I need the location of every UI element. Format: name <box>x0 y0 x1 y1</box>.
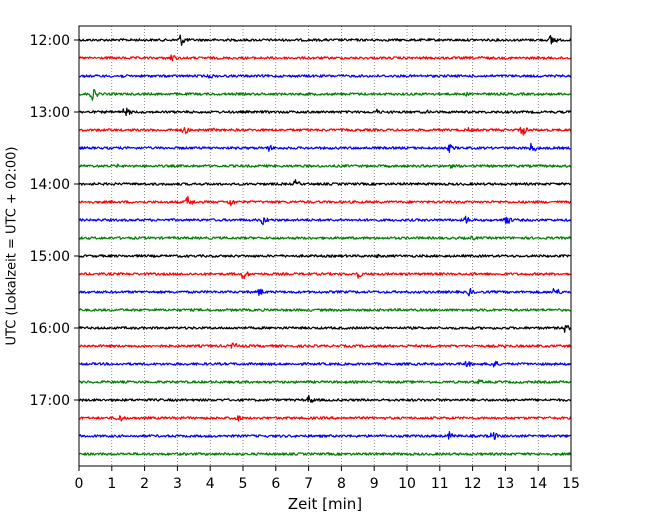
x-tick-label: 13 <box>496 476 514 492</box>
y-tick-label: 12:00 <box>30 33 70 49</box>
x-tick-label: 7 <box>304 476 313 492</box>
trace-1215 <box>78 54 572 62</box>
trace-1515 <box>78 271 572 280</box>
trace-1500 <box>78 253 572 259</box>
trace-1700 <box>78 394 572 403</box>
x-tick-label: 3 <box>173 476 182 492</box>
trace-1615 <box>78 342 572 349</box>
y-tick-label: 16:00 <box>30 321 70 337</box>
trace-1345 <box>78 163 571 169</box>
trace-1730 <box>78 431 572 440</box>
x-tick-label: 11 <box>431 476 449 492</box>
trace-1545 <box>79 308 572 312</box>
trace-1445 <box>78 235 572 241</box>
x-tick-label: 2 <box>140 476 149 492</box>
y-tick-label: 17:00 <box>30 393 70 409</box>
x-tick-label: 5 <box>239 476 248 492</box>
trace-1330 <box>78 142 572 153</box>
y-tick-label: 15:00 <box>30 249 70 265</box>
x-tick-label: 6 <box>271 476 280 492</box>
trace-1315 <box>78 126 572 136</box>
vertical-grid <box>111 26 539 466</box>
trace-1415 <box>78 195 572 207</box>
trace-1400 <box>78 179 572 186</box>
trace-1300 <box>78 107 572 117</box>
x-axis-ticks: 0 1 2 3 4 5 6 7 8 9 10 11 12 13 14 15 <box>75 466 580 492</box>
trace-1600 <box>78 325 572 333</box>
trace-1745 <box>78 452 572 456</box>
trace-1645 <box>78 378 572 385</box>
trace-1530 <box>78 287 572 297</box>
y-tick-label: 13:00 <box>30 105 70 121</box>
x-tick-label: 4 <box>206 476 215 492</box>
trace-1230 <box>78 74 572 79</box>
trace-1630 <box>78 360 572 368</box>
x-tick-label: 10 <box>398 476 416 492</box>
x-tick-label: 9 <box>370 476 379 492</box>
x-tick-label: 12 <box>464 476 482 492</box>
trace-1200 <box>78 34 571 46</box>
x-axis-label: Zeit [min] <box>288 495 362 513</box>
x-tick-label: 1 <box>107 476 116 492</box>
trace-1430 <box>78 215 572 226</box>
y-axis-ticks: 12:00 13:00 14:00 15:00 16:00 17:00 <box>30 33 79 409</box>
seismic-traces <box>78 34 572 456</box>
x-tick-label: 14 <box>529 476 547 492</box>
x-tick-label: 8 <box>337 476 346 492</box>
trace-1715 <box>79 415 572 422</box>
y-axis-label: UTC (Lokalzeit = UTC + 02:00) <box>5 147 20 346</box>
trace-1245 <box>78 89 572 101</box>
x-tick-label: 0 <box>75 476 84 492</box>
x-tick-label: 15 <box>562 476 580 492</box>
y-tick-label: 14:00 <box>30 177 70 193</box>
plot-area-frame <box>78 25 572 467</box>
